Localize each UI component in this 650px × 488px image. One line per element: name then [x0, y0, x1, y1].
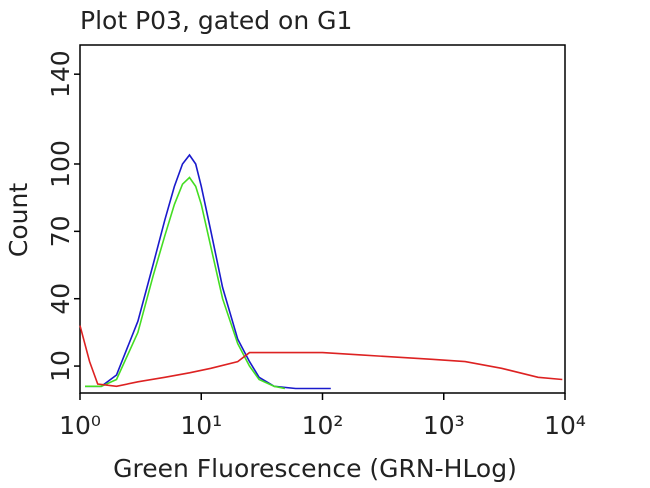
y-tick-label: 140 — [46, 50, 75, 98]
histogram-line — [85, 153, 331, 390]
histogram-line — [79, 325, 563, 388]
x-tick-label: 10² — [302, 411, 344, 440]
x-tick-label: 10⁴ — [544, 411, 586, 440]
y-tick-label: 100 — [46, 140, 75, 188]
x-tick-label: 10¹ — [180, 411, 222, 440]
y-axis-label: Count — [4, 183, 33, 257]
chart-title: Plot P03, gated on G1 — [80, 6, 352, 35]
y-tick-label: 10 — [46, 350, 75, 382]
x-axis-label: Green Fluorescence (GRN-HLog) — [113, 454, 517, 483]
plot-frame — [79, 44, 566, 394]
y-tick-label: 70 — [46, 215, 75, 247]
x-tick-label: 10³ — [423, 411, 465, 440]
histogram-line — [85, 176, 286, 390]
x-tick-label: 10⁰ — [59, 411, 101, 440]
y-tick-label: 40 — [46, 283, 75, 315]
